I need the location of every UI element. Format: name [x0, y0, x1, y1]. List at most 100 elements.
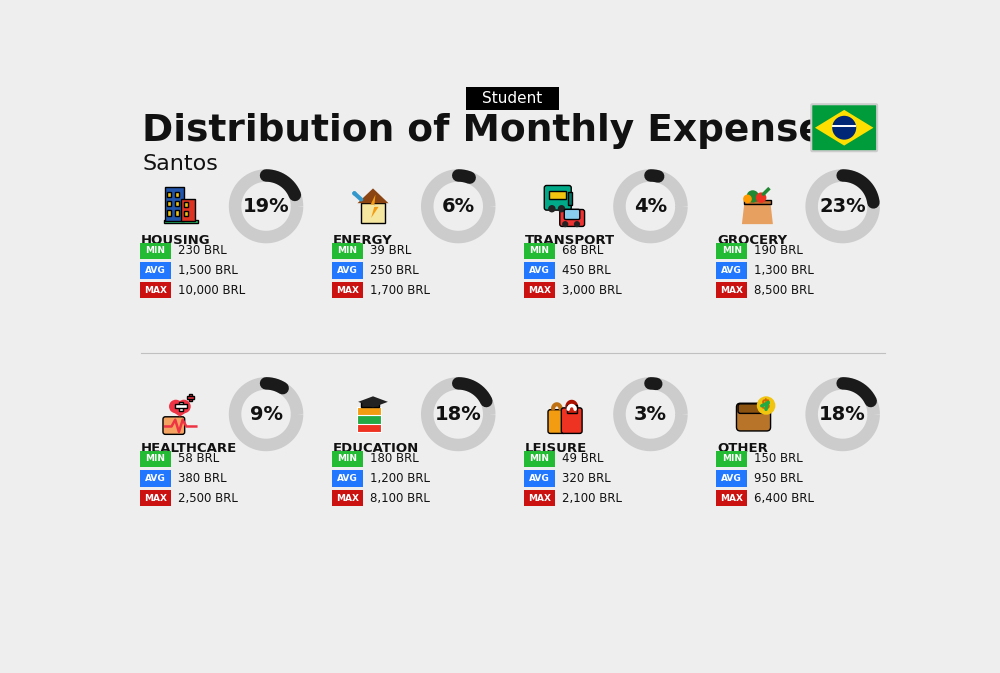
- FancyBboxPatch shape: [164, 221, 198, 223]
- FancyBboxPatch shape: [716, 243, 747, 259]
- FancyBboxPatch shape: [524, 470, 555, 487]
- Text: 380 BRL: 380 BRL: [178, 472, 226, 485]
- Polygon shape: [358, 396, 388, 407]
- Text: ENERGY: ENERGY: [333, 234, 392, 246]
- FancyBboxPatch shape: [524, 282, 555, 299]
- Text: AVG: AVG: [337, 266, 358, 275]
- Text: HEALTHCARE: HEALTHCARE: [140, 441, 237, 454]
- Polygon shape: [371, 194, 379, 218]
- Text: MIN: MIN: [337, 454, 357, 463]
- FancyBboxPatch shape: [332, 450, 363, 467]
- FancyBboxPatch shape: [140, 470, 171, 487]
- Text: 49 BRL: 49 BRL: [562, 452, 604, 465]
- Text: 2,500 BRL: 2,500 BRL: [178, 491, 238, 505]
- Text: Santos: Santos: [142, 154, 218, 174]
- Polygon shape: [815, 110, 873, 145]
- FancyBboxPatch shape: [736, 403, 771, 431]
- FancyBboxPatch shape: [175, 210, 179, 215]
- Text: 3%: 3%: [634, 404, 667, 424]
- FancyBboxPatch shape: [332, 470, 363, 487]
- Text: Student: Student: [482, 91, 543, 106]
- FancyBboxPatch shape: [189, 394, 192, 401]
- Circle shape: [743, 194, 752, 203]
- Text: OTHER: OTHER: [717, 441, 768, 454]
- FancyBboxPatch shape: [181, 199, 195, 221]
- Polygon shape: [170, 410, 190, 417]
- Circle shape: [574, 221, 580, 227]
- Text: 6%: 6%: [442, 197, 475, 216]
- FancyBboxPatch shape: [560, 209, 585, 226]
- FancyBboxPatch shape: [140, 282, 171, 299]
- Text: MAX: MAX: [720, 493, 743, 503]
- Text: MIN: MIN: [145, 454, 165, 463]
- FancyBboxPatch shape: [357, 406, 381, 415]
- FancyBboxPatch shape: [716, 262, 747, 279]
- FancyBboxPatch shape: [549, 192, 566, 199]
- FancyBboxPatch shape: [716, 490, 747, 506]
- FancyBboxPatch shape: [140, 450, 171, 467]
- Text: 150 BRL: 150 BRL: [754, 452, 803, 465]
- Text: 250 BRL: 250 BRL: [370, 264, 419, 277]
- FancyBboxPatch shape: [332, 243, 363, 259]
- Text: 450 BRL: 450 BRL: [562, 264, 611, 277]
- Text: EDUCATION: EDUCATION: [333, 441, 419, 454]
- Polygon shape: [742, 203, 773, 224]
- Text: MIN: MIN: [530, 454, 550, 463]
- Text: 18%: 18%: [435, 404, 482, 424]
- FancyBboxPatch shape: [140, 490, 171, 506]
- Circle shape: [558, 205, 565, 213]
- Circle shape: [352, 191, 357, 195]
- Circle shape: [169, 400, 183, 413]
- Text: AVG: AVG: [145, 474, 166, 483]
- Text: 9%: 9%: [250, 404, 283, 424]
- FancyBboxPatch shape: [175, 192, 179, 197]
- Text: 230 BRL: 230 BRL: [178, 244, 226, 258]
- Text: AVG: AVG: [529, 474, 550, 483]
- Circle shape: [548, 205, 556, 213]
- FancyBboxPatch shape: [561, 408, 582, 433]
- FancyBboxPatch shape: [738, 404, 769, 413]
- Text: 3,000 BRL: 3,000 BRL: [562, 284, 622, 297]
- FancyBboxPatch shape: [466, 87, 559, 110]
- FancyBboxPatch shape: [361, 402, 379, 407]
- Text: MAX: MAX: [720, 286, 743, 295]
- Text: MAX: MAX: [528, 286, 551, 295]
- Text: 1,500 BRL: 1,500 BRL: [178, 264, 238, 277]
- FancyBboxPatch shape: [568, 192, 572, 205]
- FancyBboxPatch shape: [716, 470, 747, 487]
- Circle shape: [832, 116, 856, 140]
- Circle shape: [177, 400, 191, 413]
- Text: MIN: MIN: [722, 246, 742, 256]
- FancyBboxPatch shape: [332, 282, 363, 299]
- Text: MAX: MAX: [528, 493, 551, 503]
- Text: 950 BRL: 950 BRL: [754, 472, 803, 485]
- FancyBboxPatch shape: [524, 262, 555, 279]
- Text: AVG: AVG: [721, 474, 742, 483]
- Text: 23%: 23%: [819, 197, 866, 216]
- FancyBboxPatch shape: [811, 104, 877, 151]
- Text: MIN: MIN: [145, 246, 165, 256]
- Circle shape: [757, 396, 775, 415]
- Text: MIN: MIN: [722, 454, 742, 463]
- FancyBboxPatch shape: [357, 423, 381, 432]
- FancyBboxPatch shape: [140, 243, 171, 259]
- Text: MIN: MIN: [530, 246, 550, 256]
- Text: 2,100 BRL: 2,100 BRL: [562, 491, 622, 505]
- Text: 320 BRL: 320 BRL: [562, 472, 611, 485]
- Text: 190 BRL: 190 BRL: [754, 244, 803, 258]
- FancyBboxPatch shape: [716, 282, 747, 299]
- Text: 4%: 4%: [634, 197, 667, 216]
- Text: MAX: MAX: [144, 286, 167, 295]
- Text: 10,000 BRL: 10,000 BRL: [178, 284, 245, 297]
- Text: TRANSPORT: TRANSPORT: [525, 234, 615, 246]
- FancyBboxPatch shape: [361, 203, 385, 223]
- FancyBboxPatch shape: [548, 410, 566, 433]
- Text: $: $: [761, 398, 771, 412]
- Text: MAX: MAX: [336, 493, 359, 503]
- Text: GROCERY: GROCERY: [717, 234, 787, 246]
- Text: AVG: AVG: [529, 266, 550, 275]
- FancyBboxPatch shape: [567, 405, 577, 413]
- FancyBboxPatch shape: [140, 262, 171, 279]
- Text: 8,500 BRL: 8,500 BRL: [754, 284, 814, 297]
- Text: Distribution of Monthly Expenses: Distribution of Monthly Expenses: [142, 113, 846, 149]
